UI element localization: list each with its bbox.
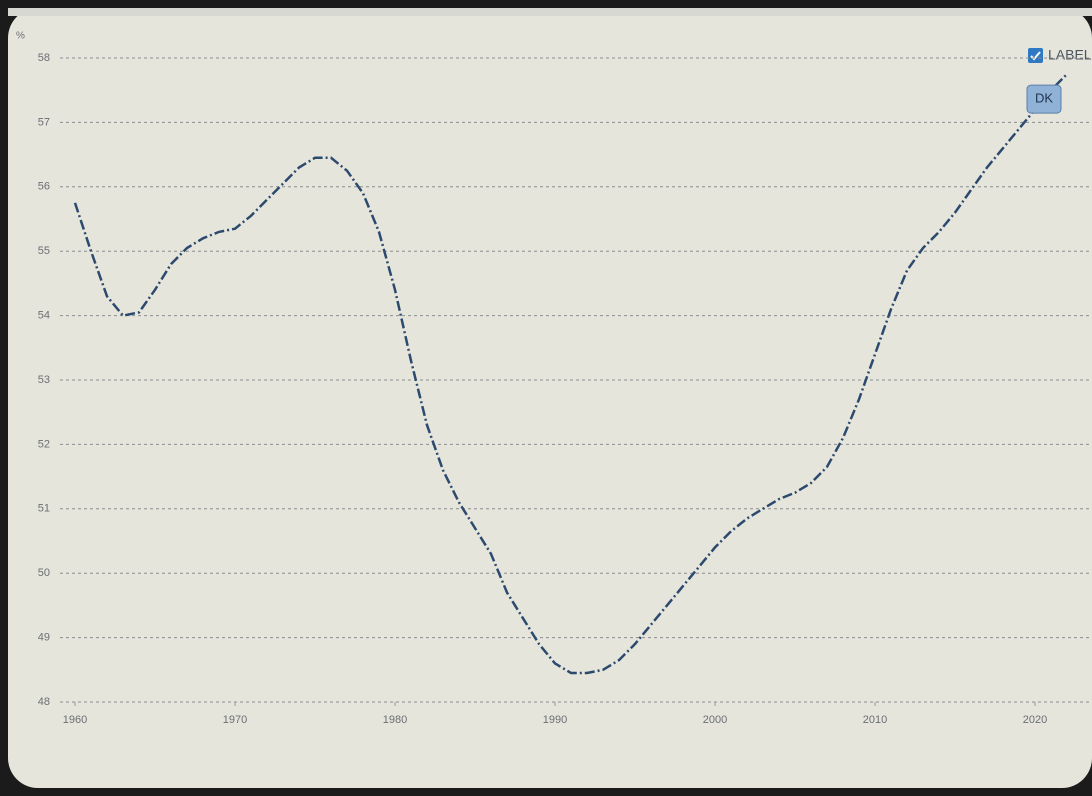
x-tick-label: 1990 [543, 714, 567, 726]
y-tick-label: 54 [38, 310, 50, 322]
x-tick-label: 1980 [383, 714, 407, 726]
legend-label: LABEL [1048, 47, 1092, 63]
x-tick-label: 2000 [703, 714, 727, 726]
x-tick-label: 1960 [63, 714, 87, 726]
y-tick-label: 55 [38, 245, 50, 257]
top-bar [8, 8, 1092, 16]
y-tick-label: 57 [38, 116, 50, 128]
plot [73, 73, 1068, 675]
y-unit-label: % [16, 31, 25, 42]
y-tick-label: 48 [38, 696, 50, 708]
legend-checkbox[interactable] [1028, 48, 1043, 63]
data-line [73, 73, 1068, 675]
y-tick-label: 49 [38, 632, 50, 644]
legend: LABEL [1028, 47, 1092, 63]
screen [8, 8, 1092, 788]
x-tick-label: 1970 [223, 714, 247, 726]
y-tick-label: 50 [38, 567, 50, 579]
y-tick-label: 56 [38, 181, 50, 193]
y-tick-label: 52 [38, 438, 50, 450]
x-tick-label: 2020 [1023, 714, 1047, 726]
y-tick-label: 51 [38, 503, 50, 515]
check-mark [1030, 51, 1041, 61]
x-tick-label: 2010 [863, 714, 887, 726]
series-tag: DK [1035, 91, 1053, 106]
y-tick-label: 53 [38, 374, 50, 386]
series-tag-box [1026, 84, 1062, 114]
y-tick-label: 58 [38, 52, 50, 64]
